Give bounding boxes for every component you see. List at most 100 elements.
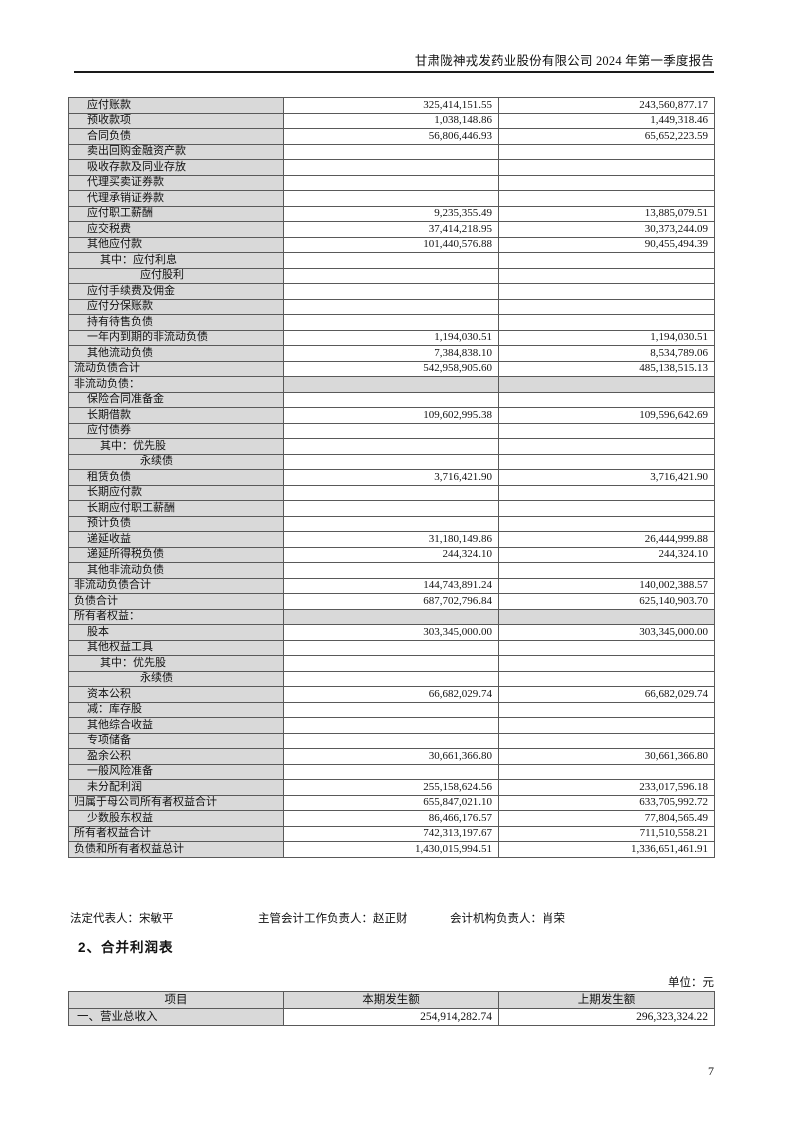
row-current-value-cell — [283, 670, 499, 687]
row-prior-value-cell — [498, 717, 715, 734]
row-current-value-cell — [283, 190, 499, 207]
row-prior-value-cell — [498, 500, 715, 517]
table-row: 股本 303,345,000.00 303,345,000.00 — [68, 624, 715, 641]
row-label-cell: 卖出回购金融资产款 — [68, 143, 284, 160]
row-current-value-cell — [283, 159, 499, 176]
unit-label: 单位：元 — [668, 977, 714, 989]
table-row: 一般风险准备 — [68, 763, 715, 780]
row-current-value-cell — [283, 655, 499, 672]
row-current-value-cell — [283, 639, 499, 656]
row-prior-value-cell: 13,885,079.51 — [498, 205, 715, 222]
row-current-value-cell — [283, 717, 499, 734]
row-label-cell: 其中：应付利息 — [68, 252, 284, 269]
table-row: 非流动负债合计 144,743,891.24 140,002,388.57 — [68, 577, 715, 594]
row-current-value-cell: 325,414,151.55 — [283, 97, 499, 114]
row-label-cell: 应付债券 — [68, 422, 284, 439]
column-header-current-period: 本期发生额 — [283, 991, 499, 1009]
table-row: 盈余公积 30,661,366.80 30,661,366.80 — [68, 748, 715, 765]
row-label-cell: 减：库存股 — [68, 701, 284, 718]
row-label-cell: 非流动负债： — [68, 376, 284, 393]
row-prior-value-cell: 1,449,318.46 — [498, 112, 715, 129]
row-current-value-cell: 3,716,421.90 — [283, 469, 499, 486]
signatories-line: 法定代表人：宋敏平 主管会计工作负责人：赵正财 会计机构负责人：肖荣 — [68, 910, 714, 926]
table-row: 资本公积 66,682,029.74 66,682,029.74 — [68, 686, 715, 703]
row-label-cell: 其他应付款 — [68, 236, 284, 253]
page-header-title: 甘肃陇神戎发药业股份有限公司 2024 年第一季度报告 — [414, 54, 714, 68]
balance-sheet-body: 应付账款 325,414,151.55 243,560,877.17 预收款项 1,03… — [68, 97, 715, 858]
row-current-value-cell — [283, 484, 499, 501]
table-row: 长期应付款 — [68, 484, 715, 501]
table-row: 应付账款 325,414,151.55 243,560,877.17 — [68, 97, 715, 114]
row-prior-value-cell — [498, 174, 715, 191]
row-label-cell: 资本公积 — [68, 686, 284, 703]
row-label-cell: 一般风险准备 — [68, 763, 284, 780]
row-current-value-cell — [283, 267, 499, 284]
section-header-row: 非流动负债： — [68, 376, 715, 393]
table-row: 一年内到期的非流动负债 1,194,030.51 1,194,030.51 — [68, 329, 715, 346]
row-prior-value-cell — [498, 422, 715, 439]
row-prior-value-cell — [498, 515, 715, 532]
row-label-cell: 递延收益 — [68, 531, 284, 548]
income-statement-header-row: 项目 本期发生额 上期发生额 — [68, 991, 715, 1009]
header-rule — [74, 71, 714, 73]
row-label-cell: 一、营业总收入 — [68, 1008, 284, 1026]
table-row: 租赁负债 3,716,421.90 3,716,421.90 — [68, 469, 715, 486]
row-current-value-cell: 244,324.10 — [283, 546, 499, 563]
row-prior-value-cell: 66,682,029.74 — [498, 686, 715, 703]
signature-legal-representative: 法定代表人：宋敏平 — [70, 913, 174, 925]
table-row: 长期应付职工薪酬 — [68, 500, 715, 517]
table-row: 其中：优先股 — [68, 655, 715, 672]
row-label-cell: 应付职工薪酬 — [68, 205, 284, 222]
row-prior-value-cell — [498, 438, 715, 455]
row-prior-value-cell — [498, 453, 715, 470]
row-label-cell: 持有待售负债 — [68, 314, 284, 331]
row-prior-value-cell — [498, 314, 715, 331]
row-current-value-cell — [283, 732, 499, 749]
row-prior-value-cell: 30,661,366.80 — [498, 748, 715, 765]
table-row: 少数股东权益 86,466,176.57 77,804,565.49 — [68, 810, 715, 827]
table-row: 其他综合收益 — [68, 717, 715, 734]
row-prior-value-cell: 1,336,651,461.91 — [498, 841, 715, 858]
table-row: 归属于母公司所有者权益合计 655,847,021.10 633,705,992.7… — [68, 794, 715, 811]
row-prior-value-cell: 711,510,558.21 — [498, 825, 715, 842]
row-current-value-cell: 56,806,446.93 — [283, 128, 499, 145]
table-row: 预计负债 — [68, 515, 715, 532]
row-label-cell: 其他综合收益 — [68, 717, 284, 734]
row-label-cell: 所有者权益： — [68, 608, 284, 625]
row-label-cell: 吸收存款及同业存放 — [68, 159, 284, 176]
row-current-value-cell — [283, 283, 499, 300]
row-label-cell: 所有者权益合计 — [68, 825, 284, 842]
table-row: 永续债 — [68, 453, 715, 470]
row-label-cell: 负债和所有者权益总计 — [68, 841, 284, 858]
row-current-value-cell: 1,038,148.86 — [283, 112, 499, 129]
row-prior-value-cell: 30,373,244.09 — [498, 221, 715, 238]
table-row: 持有待售负债 — [68, 314, 715, 331]
table-row: 所有者权益合计 742,313,197.67 711,510,558.21 — [68, 825, 715, 842]
table-row: 一、营业总收入 254,914,282.74 296,323,324.22 — [68, 1008, 715, 1026]
row-label-cell: 应付账款 — [68, 97, 284, 114]
row-current-value-cell — [283, 143, 499, 160]
row-prior-value-cell: 8,534,789.06 — [498, 345, 715, 362]
row-label-cell: 应交税费 — [68, 221, 284, 238]
row-current-value-cell — [283, 608, 499, 625]
row-label-cell: 长期应付职工薪酬 — [68, 500, 284, 517]
row-label-cell: 专项储备 — [68, 732, 284, 749]
table-row: 递延收益 31,180,149.86 26,444,999.88 — [68, 531, 715, 548]
row-current-value-cell: 37,414,218.95 — [283, 221, 499, 238]
table-row: 其中：优先股 — [68, 438, 715, 455]
row-label-cell: 一年内到期的非流动负债 — [68, 329, 284, 346]
row-label-cell: 租赁负债 — [68, 469, 284, 486]
row-prior-value-cell: 3,716,421.90 — [498, 469, 715, 486]
row-label-cell: 非流动负债合计 — [68, 577, 284, 594]
row-current-value-cell: 144,743,891.24 — [283, 577, 499, 594]
row-label-cell: 其他流动负债 — [68, 345, 284, 362]
row-prior-value-cell: 233,017,596.18 — [498, 779, 715, 796]
row-label-cell: 其中：优先股 — [68, 655, 284, 672]
table-row: 其他流动负债 7,384,838.10 8,534,789.06 — [68, 345, 715, 362]
row-label-cell: 股本 — [68, 624, 284, 641]
row-prior-value-cell — [498, 267, 715, 284]
table-row: 减：库存股 — [68, 701, 715, 718]
table-row: 应交税费 37,414,218.95 30,373,244.09 — [68, 221, 715, 238]
row-current-value-cell — [283, 298, 499, 315]
table-row: 卖出回购金融资产款 — [68, 143, 715, 160]
